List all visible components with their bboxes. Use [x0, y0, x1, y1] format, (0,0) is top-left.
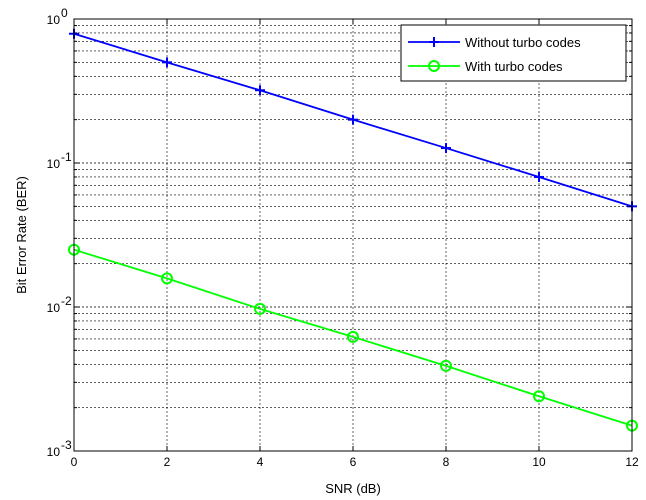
series-1	[69, 28, 637, 212]
legend-entry: Without turbo codes	[408, 35, 581, 50]
x-tick-label: 0	[71, 455, 78, 469]
series-line	[73, 248, 633, 427]
y-tick-label-exponent: -1	[61, 150, 72, 164]
y-tick-label: 10	[47, 157, 61, 171]
y-axis-label: Bit Error Rate (BER)	[14, 176, 29, 294]
y-tick-label-exponent: -3	[61, 438, 72, 452]
x-tick-label: 8	[443, 455, 450, 469]
data-point	[162, 57, 172, 68]
data-point	[533, 390, 545, 403]
data-point	[161, 272, 173, 285]
x-axis-ticks: 0 2 4 6 8 10 12	[71, 19, 639, 469]
legend-box	[400, 24, 627, 82]
data-point	[347, 330, 359, 343]
legend-entry: With turbo codes	[408, 59, 563, 74]
legend-marker	[429, 37, 439, 47]
legend-marker	[428, 60, 440, 72]
legend: Without turbo codes With turbo codes	[400, 24, 627, 82]
data-point	[440, 359, 452, 372]
data-point	[254, 302, 266, 315]
data-point	[255, 85, 265, 96]
x-tick-label: 10	[532, 455, 546, 469]
x-tick-label: 12	[625, 455, 639, 469]
data-point	[348, 114, 358, 125]
y-tick-label-exponent: -2	[61, 294, 72, 308]
data-point	[441, 143, 451, 154]
y-tick-label: 10	[47, 13, 61, 27]
x-tick-label: 6	[350, 455, 357, 469]
y-tick-label: 10	[47, 445, 61, 459]
x-tick-label: 2	[164, 455, 171, 469]
y-tick-label: 10	[47, 301, 61, 315]
data-point	[534, 171, 544, 182]
x-axis-label: SNR (dB)	[325, 481, 381, 496]
x-tick-label: 4	[257, 455, 264, 469]
y-tick-label-exponent: 0	[61, 6, 68, 20]
legend-label: With turbo codes	[465, 59, 563, 74]
legend-label: Without turbo codes	[465, 35, 581, 50]
